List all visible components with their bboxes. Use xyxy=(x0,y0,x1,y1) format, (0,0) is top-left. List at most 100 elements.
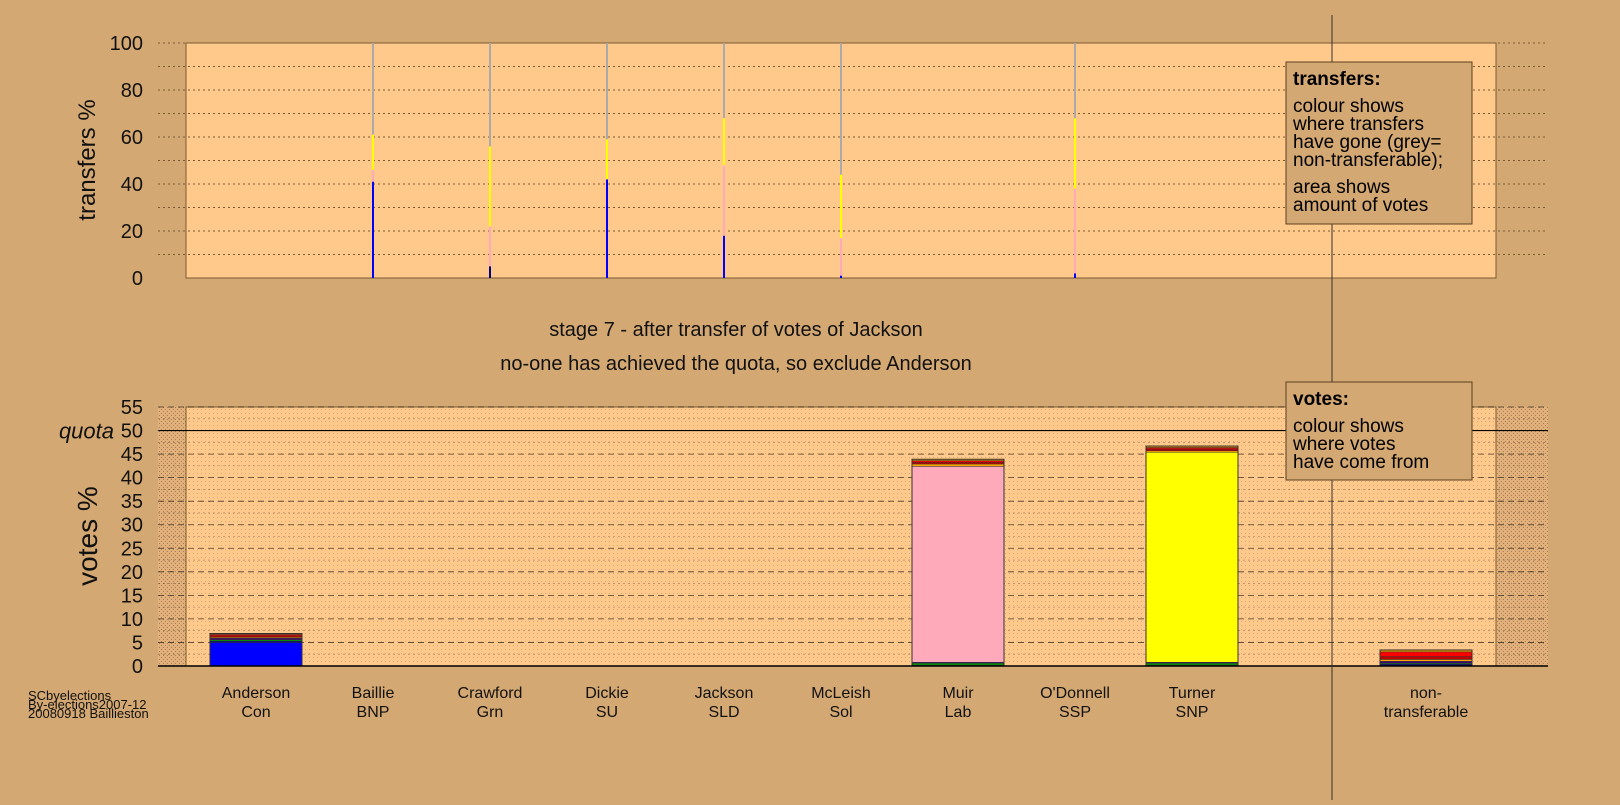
stage-note: no-one has achieved the quota, so exclud… xyxy=(500,353,971,375)
candidate-name-label: McLeish xyxy=(811,685,871,702)
transfers-legend-line: colour shows xyxy=(1293,96,1404,117)
transfer-bar-segment xyxy=(606,43,608,140)
candidate-party-label: SSP xyxy=(1059,704,1091,721)
transfer-bar-segment xyxy=(489,43,491,147)
votes-legend-line: have come from xyxy=(1293,452,1429,473)
votes-legend-line: where votes xyxy=(1292,434,1395,455)
transfer-bar-segment xyxy=(1074,188,1076,274)
candidate-name-label: non- xyxy=(1410,685,1442,702)
candidate-party-label: SU xyxy=(596,704,618,721)
vote-bar-segment xyxy=(911,466,1005,663)
transfer-bar-segment xyxy=(489,226,491,267)
transfers-y-tick-label: 40 xyxy=(121,174,143,196)
candidate-party-label: SNP xyxy=(1176,704,1209,721)
candidate-party-label: transferable xyxy=(1384,704,1469,721)
stage-title: stage 7 - after transfer of votes of Jac… xyxy=(549,319,923,341)
candidate-labels: Anderson Con Baillie BNP Crawford Grn Dickie SU… xyxy=(222,685,1469,721)
transfers-y-tick-label: 0 xyxy=(132,268,143,290)
transfer-bar-segment xyxy=(1074,273,1076,278)
transfers-y-ticks: 0 20 40 60 80 100 xyxy=(110,33,143,290)
vote-bar-segment xyxy=(209,642,303,667)
votes-y-tick-label: 40 xyxy=(121,468,143,490)
votes-y-tick-label: 5 xyxy=(132,632,143,654)
transfer-bar-segment xyxy=(840,238,842,276)
transfer-bar-segment xyxy=(372,134,374,170)
candidate-name-label: Jackson xyxy=(695,685,754,702)
transfer-bar-segment xyxy=(606,179,608,278)
transfers-legend-line: amount of votes xyxy=(1293,195,1428,216)
vote-bar-segment xyxy=(1145,448,1239,452)
votes-y-tick-label: 0 xyxy=(132,656,143,678)
transfers-y-tick-label: 100 xyxy=(110,33,143,55)
votes-y-tick-label: 50 xyxy=(121,421,143,443)
vote-bar-segment xyxy=(1379,661,1473,664)
transfers-legend-title: transfers: xyxy=(1293,69,1381,90)
transfers-y-axis-label: transfers % xyxy=(74,99,101,220)
transfers-legend-line: area shows xyxy=(1293,177,1390,198)
votes-y-tick-label: 25 xyxy=(121,538,143,560)
transfers-y-tick-label: 80 xyxy=(121,80,143,102)
votes-y-axis-label: votes % xyxy=(72,486,103,586)
votes-legend-box xyxy=(1285,381,1473,481)
transfer-bar-segment xyxy=(372,43,374,135)
transfers-legend-line: have gone (grey= xyxy=(1293,132,1441,153)
transfers-bars xyxy=(372,43,1076,278)
candidate-name-label: Muir xyxy=(942,685,974,702)
transfer-bar-segment xyxy=(723,43,725,119)
vote-bar-segment xyxy=(1145,451,1239,663)
votes-legend-line: colour shows xyxy=(1293,416,1404,437)
candidate-name-label: Crawford xyxy=(458,685,523,702)
vote-bar-segment xyxy=(1379,651,1473,657)
transfers-legend-line: non-transferable); xyxy=(1293,150,1443,171)
votes-y-tick-label: 15 xyxy=(121,585,143,607)
transfer-bar-segment xyxy=(1074,118,1076,189)
footer-line: SCbyelections xyxy=(28,688,112,703)
transfers-chart: 0 20 40 60 80 100 transfers % xyxy=(74,33,1548,290)
votes-gridlines xyxy=(158,406,1548,655)
candidate-party-label: Grn xyxy=(477,704,504,721)
candidate-name-label: Dickie xyxy=(585,685,629,702)
candidate-party-label: SLD xyxy=(708,704,739,721)
candidate-party-label: Sol xyxy=(829,704,852,721)
footer-line: 20080918 Baillieston xyxy=(28,706,149,721)
candidate-name-label: O'Donnell xyxy=(1040,685,1110,702)
vote-bar-segment xyxy=(911,461,1005,465)
transfers-legend-box xyxy=(1285,61,1473,225)
votes-y-tick-label: 55 xyxy=(121,397,143,419)
transfer-bar-segment xyxy=(723,165,725,236)
votes-y-tick-label: 20 xyxy=(121,562,143,584)
transfer-bar-segment xyxy=(840,275,842,278)
candidate-name-label: Baillie xyxy=(352,685,395,702)
vote-bar-segment xyxy=(911,463,1005,467)
votes-y-tick-label: 45 xyxy=(121,444,143,466)
transfer-bar-segment xyxy=(723,118,725,166)
votes-legend: votes: colour shows where votes have com… xyxy=(1285,381,1473,481)
transfer-bar-segment xyxy=(1074,43,1076,119)
votes-plot-margin-left xyxy=(158,407,186,666)
footer-line: By-elections2007-12 xyxy=(28,697,147,712)
transfers-legend-line: where transfers xyxy=(1292,114,1424,135)
candidate-party-label: Con xyxy=(241,704,270,721)
transfers-y-tick-label: 60 xyxy=(121,127,143,149)
candidate-party-label: BNP xyxy=(357,704,390,721)
vote-bar-segment xyxy=(1379,659,1473,662)
transfer-bar-segment xyxy=(489,266,491,278)
votes-y-tick-label: 10 xyxy=(121,609,143,631)
vote-bar-segment xyxy=(911,662,1005,666)
transfer-bar-segment xyxy=(372,181,374,278)
candidate-name-label: Turner xyxy=(1169,685,1216,702)
transfer-bar-segment xyxy=(606,139,608,180)
transfers-y-tick-label: 20 xyxy=(121,221,143,243)
votes-y-tick-label: 30 xyxy=(121,515,143,537)
candidate-name-label: Anderson xyxy=(222,685,291,702)
transfer-bar-segment xyxy=(840,43,842,175)
votes-legend-title: votes: xyxy=(1293,389,1349,410)
transfer-bar-segment xyxy=(723,235,725,278)
transfer-bar-segment xyxy=(372,169,374,182)
vote-bar-segment xyxy=(1379,656,1473,660)
votes-plot-margin-right xyxy=(1496,407,1548,666)
vote-bar-segment xyxy=(1145,662,1239,666)
